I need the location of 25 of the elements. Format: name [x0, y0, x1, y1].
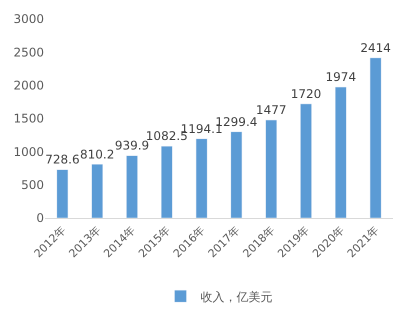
bar	[334, 86, 347, 218]
data-label: 1720	[290, 86, 322, 101]
data-label: 728.6	[45, 152, 80, 167]
data-label: 1477	[256, 103, 286, 118]
y-tick-label: 3000	[13, 12, 44, 26]
bar	[91, 164, 104, 218]
bar	[230, 132, 242, 218]
bar	[265, 120, 278, 218]
bar	[196, 138, 208, 218]
y-tick-label: 1500	[13, 112, 44, 126]
y-tick-label: 2000	[13, 78, 44, 93]
bar	[370, 58, 382, 218]
bar	[126, 155, 138, 218]
bar	[300, 104, 312, 218]
y-tick-label: 2500	[13, 45, 44, 60]
y-tick-label: 500	[21, 178, 44, 192]
y-tick-label: 0	[36, 211, 44, 226]
legend-label: 收入，亿美元	[200, 290, 272, 304]
data-label: 810.2	[80, 147, 114, 162]
y-tick-label: 1000	[13, 144, 44, 159]
bar	[56, 169, 68, 218]
data-label: 1974	[326, 70, 356, 84]
data-label: 939.9	[114, 138, 150, 153]
data-label: 2414	[360, 40, 391, 55]
bar	[160, 146, 173, 218]
